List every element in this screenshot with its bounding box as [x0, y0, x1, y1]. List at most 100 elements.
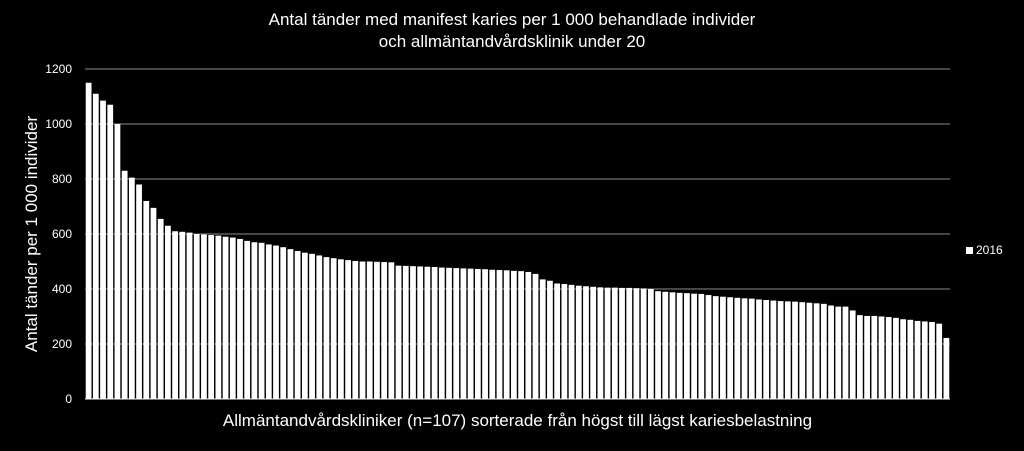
bar	[929, 322, 935, 399]
bar	[85, 82, 92, 399]
bar	[359, 261, 366, 399]
chart-title-line2: och allmäntandvårdsklinik under 20	[378, 32, 646, 51]
bar	[100, 100, 106, 400]
bar	[186, 232, 193, 400]
bar	[323, 257, 330, 399]
y-axis-ticks: 0 200 400 600 800 1000 1200	[45, 62, 72, 406]
bar	[936, 323, 943, 399]
legend-swatch	[966, 246, 973, 254]
bar	[244, 240, 251, 400]
legend: 2016	[966, 243, 1003, 257]
bar	[792, 301, 798, 399]
bar	[193, 234, 200, 399]
bar	[330, 258, 337, 399]
bar	[813, 303, 820, 399]
bar	[446, 267, 452, 399]
bar	[438, 267, 445, 399]
bar	[878, 316, 885, 399]
bar	[647, 289, 654, 399]
bar	[273, 245, 279, 399]
bar	[453, 268, 460, 399]
bar	[820, 303, 827, 399]
bar	[806, 302, 813, 399]
bars	[85, 82, 950, 400]
bar	[489, 269, 496, 399]
bar	[705, 295, 712, 399]
bar	[208, 235, 215, 399]
bar	[583, 286, 589, 399]
y-tick-label: 200	[52, 337, 72, 351]
bar	[525, 271, 532, 399]
y-tick-label: 0	[65, 392, 72, 406]
bar	[633, 288, 640, 399]
y-tick-label: 600	[52, 227, 72, 241]
bar	[539, 279, 546, 400]
gridlines	[85, 68, 950, 400]
y-tick-label: 1000	[45, 117, 72, 131]
bar	[684, 293, 690, 400]
bar	[157, 218, 164, 399]
bar	[655, 291, 661, 399]
bar	[676, 292, 683, 399]
bar	[626, 287, 633, 399]
bar	[496, 270, 503, 399]
bar	[604, 287, 611, 400]
bar	[893, 317, 899, 400]
legend-label: 2016	[976, 243, 1003, 257]
bar	[301, 252, 308, 399]
bar	[619, 287, 625, 399]
bar	[547, 280, 553, 399]
bar	[770, 300, 777, 399]
bar	[662, 291, 669, 399]
bar	[712, 296, 719, 399]
y-tick-label: 400	[52, 282, 72, 296]
bar	[835, 306, 842, 399]
bar	[179, 231, 186, 399]
bar	[720, 296, 726, 399]
bar	[136, 184, 142, 399]
bar	[784, 301, 791, 400]
bar	[92, 93, 99, 399]
bar	[222, 236, 229, 399]
bar	[431, 267, 438, 399]
bar	[864, 315, 870, 399]
bar	[511, 270, 517, 399]
bar	[857, 315, 863, 400]
bar	[352, 260, 359, 399]
bar	[338, 259, 344, 399]
bar	[287, 249, 294, 400]
bar	[575, 285, 582, 399]
bar	[265, 244, 272, 399]
bar	[727, 297, 734, 399]
bar	[518, 271, 524, 400]
bar	[165, 225, 171, 399]
bar	[698, 293, 705, 399]
bar	[366, 261, 373, 399]
y-tick-label: 1200	[45, 62, 72, 76]
bar	[532, 273, 539, 400]
bar	[417, 266, 424, 399]
bar	[842, 306, 849, 399]
bar	[215, 235, 222, 399]
bar	[734, 297, 741, 399]
bar	[467, 268, 474, 399]
bar	[640, 288, 647, 399]
bar	[172, 231, 178, 399]
bar	[150, 207, 157, 399]
bar	[237, 238, 243, 399]
bar	[294, 251, 301, 399]
bar	[921, 321, 928, 399]
bar	[309, 253, 315, 399]
bar	[828, 305, 834, 399]
bar	[121, 170, 128, 399]
bar	[424, 266, 431, 399]
y-tick-label: 800	[52, 172, 72, 186]
chart-title-line1: Antal tänder med manifest karies per 1 0…	[268, 10, 756, 29]
bar	[251, 242, 258, 399]
bar	[741, 298, 748, 399]
bar	[561, 284, 568, 399]
bar	[388, 262, 395, 399]
bar	[756, 299, 762, 399]
bar	[143, 201, 150, 399]
